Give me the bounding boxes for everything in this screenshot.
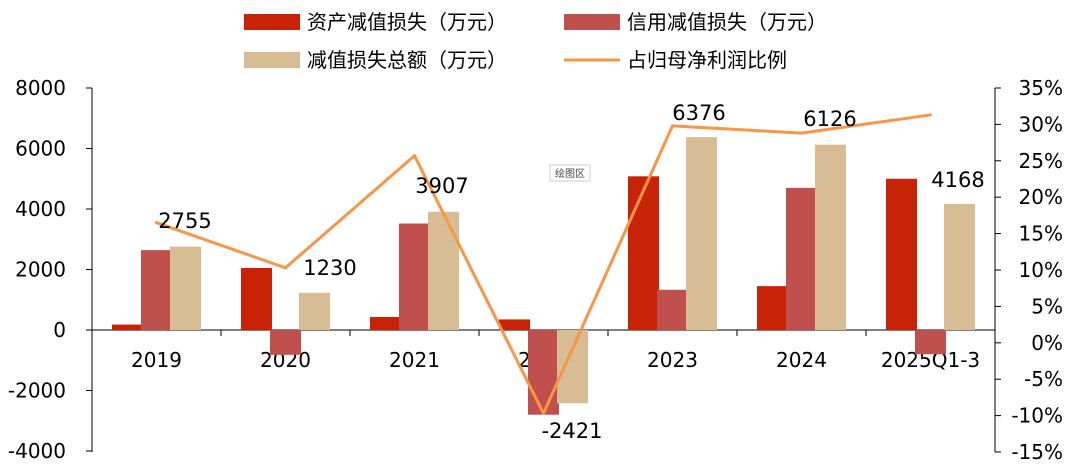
- data-label: 6126: [803, 107, 856, 131]
- right-tick-label: 15%: [1019, 222, 1063, 246]
- category-label: 2021: [389, 348, 440, 372]
- bar: [815, 144, 846, 330]
- left-tick-label: 6000: [15, 137, 66, 161]
- bar: [886, 178, 917, 330]
- bar: [399, 223, 430, 330]
- bar: [299, 292, 330, 330]
- left-tick-label: 0: [53, 318, 66, 342]
- bars: [112, 137, 975, 415]
- legend-swatch: [244, 52, 300, 68]
- bar: [141, 250, 172, 330]
- right-tick-label: 0%: [1031, 331, 1063, 355]
- category-label: 2019: [131, 348, 182, 372]
- right-tick-label: 10%: [1019, 258, 1063, 282]
- line-point: [542, 411, 545, 415]
- category-label: 2024: [776, 348, 827, 372]
- right-tick-label: 35%: [1019, 76, 1063, 100]
- bar: [241, 267, 272, 330]
- right-tick-label: 20%: [1019, 185, 1063, 209]
- right-tick-label: -15%: [1011, 440, 1063, 464]
- right-tick-label: 5%: [1031, 294, 1063, 318]
- legend-label: 信用减值损失（万元）: [627, 10, 827, 34]
- legend-swatch: [244, 14, 300, 30]
- line-point: [929, 113, 932, 117]
- bar: [557, 330, 588, 404]
- line-series: [155, 113, 932, 415]
- data-label: 1230: [303, 256, 356, 280]
- left-tick-label: -2000: [8, 379, 66, 403]
- bar: [112, 324, 143, 330]
- bar: [915, 330, 946, 355]
- data-label: 2755: [158, 209, 211, 233]
- right-tick-label: 25%: [1019, 149, 1063, 173]
- axes: -4000 -2000 0 2000 4000 6000 8000 -15% -10% -5% 0%…: [8, 76, 1063, 464]
- legend-swatch: [564, 14, 620, 30]
- legend: 资产减值损失（万元） 信用减值损失（万元） 减值损失总额（万元） 占归母净利润比例: [244, 10, 827, 72]
- line-point: [413, 154, 416, 158]
- legend-item: 资产减值损失（万元）: [244, 10, 507, 34]
- bar: [170, 246, 201, 330]
- data-label: 3907: [415, 174, 468, 198]
- left-tick-label: 4000: [15, 197, 66, 221]
- bar: [499, 319, 530, 330]
- bar: [370, 316, 401, 330]
- plot-area-tag-text: 绘图区: [555, 167, 585, 180]
- bar: [786, 187, 817, 330]
- bar: [657, 289, 688, 330]
- plot-area-tag: 绘图区: [549, 164, 591, 182]
- line-point: [284, 266, 287, 270]
- bar: [628, 176, 659, 330]
- line-point: [671, 124, 674, 128]
- legend-label: 减值损失总额（万元）: [307, 48, 507, 72]
- legend-label: 资产减值损失（万元）: [307, 10, 507, 34]
- data-label: -2421: [541, 419, 602, 443]
- bar: [686, 137, 717, 330]
- right-tick-label: 30%: [1019, 112, 1063, 136]
- plot-area-tag-box: [549, 164, 591, 182]
- right-tick-label: -10%: [1011, 404, 1063, 428]
- data-label: 4168: [931, 168, 984, 192]
- legend-item: 占归母净利润比例: [564, 48, 787, 72]
- bar: [428, 211, 459, 330]
- left-tick-label: -4000: [8, 439, 66, 463]
- bar: [528, 330, 559, 415]
- bar: [270, 330, 301, 355]
- left-tick-label: 8000: [15, 76, 66, 100]
- data-labels: 2755 1230 3907 -2421 6376 6126 4168: [158, 101, 984, 443]
- bar: [944, 203, 975, 330]
- legend-label: 占归母净利润比例: [627, 48, 787, 72]
- line-point: [800, 131, 803, 135]
- legend-item: 信用减值损失（万元）: [564, 10, 827, 34]
- line-point: [155, 221, 158, 225]
- right-tick-label: -5%: [1024, 367, 1063, 391]
- data-label: 6376: [672, 101, 725, 125]
- legend-item: 减值损失总额（万元）: [244, 48, 507, 72]
- category-label: 2023: [647, 348, 698, 372]
- bar: [757, 286, 788, 330]
- left-tick-label: 2000: [15, 258, 66, 282]
